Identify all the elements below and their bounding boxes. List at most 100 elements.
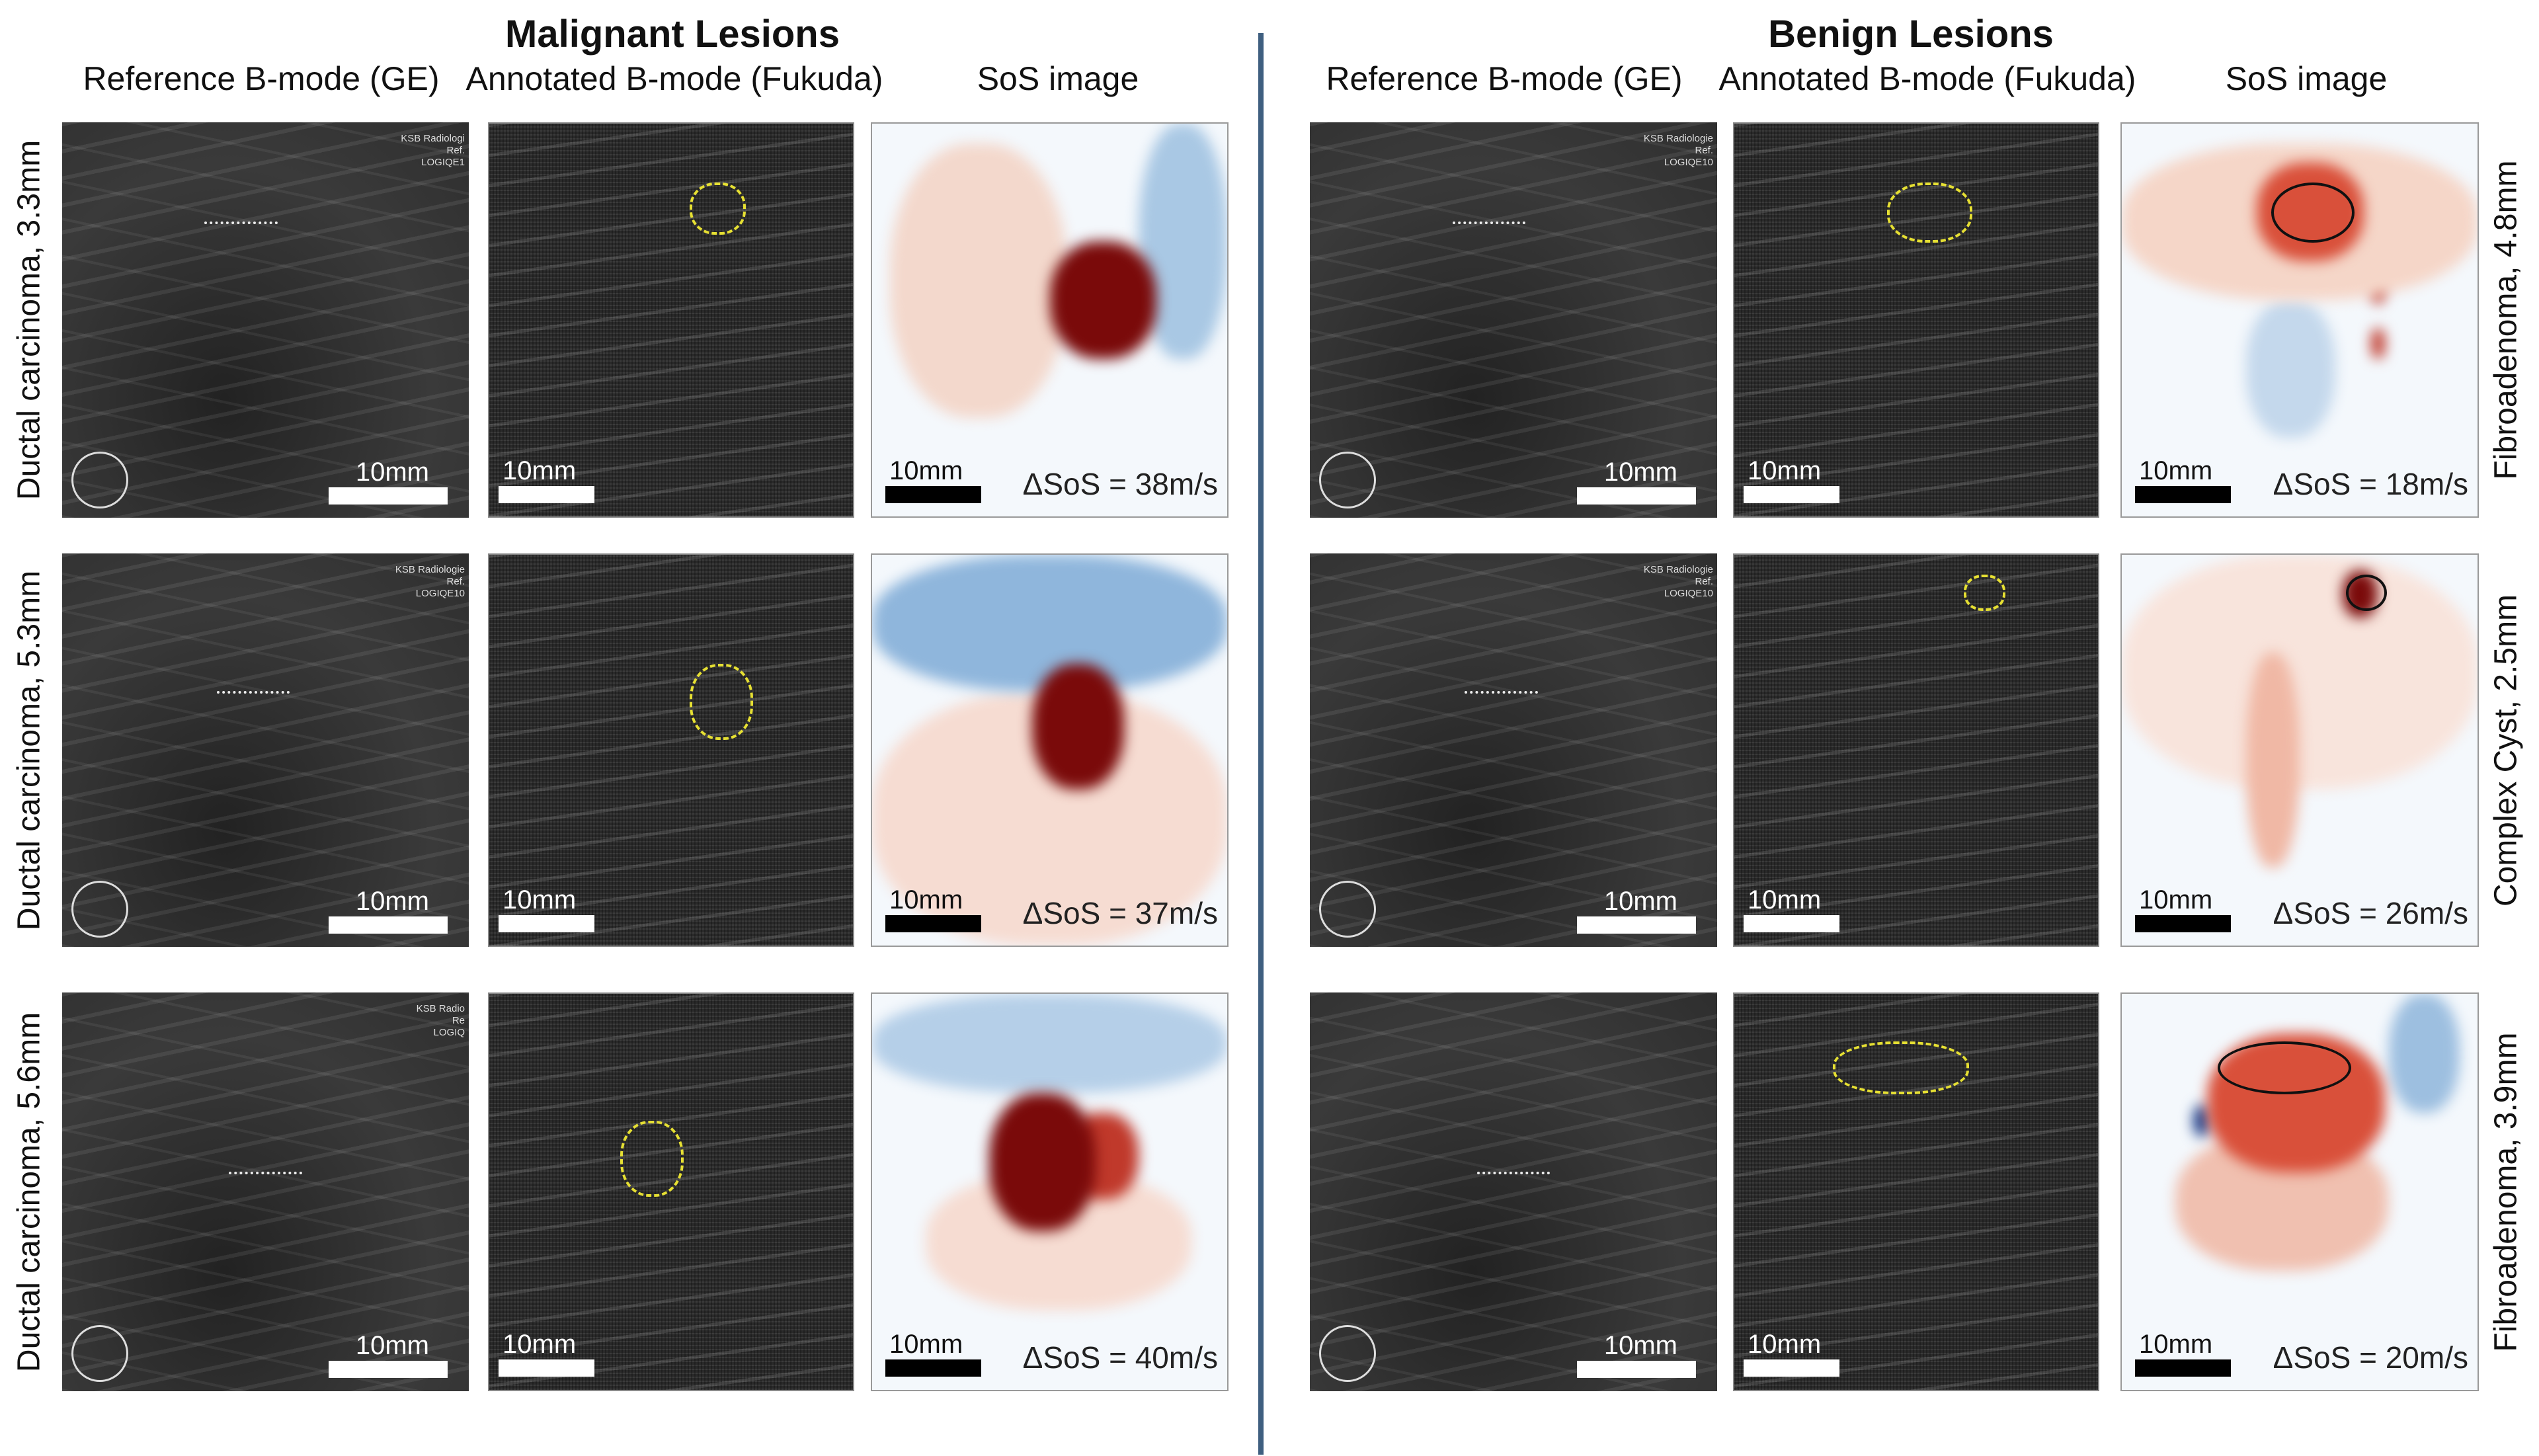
col-header: SoS image	[977, 60, 1139, 97]
sos-image: 10mm ΔSoS = 26m/s	[2120, 553, 2479, 947]
probe-orientation-icon	[1319, 452, 1376, 508]
device-info-line: LOGIQ	[433, 1027, 465, 1038]
reference-bmode-image: KSB Radiologie Ref. LOGIQE10 10mm	[62, 553, 469, 947]
device-info: KSB Radiologie Ref. LOGIQE10	[395, 564, 465, 600]
scale-label: 10mm	[355, 1331, 429, 1360]
scale-bar	[499, 486, 594, 503]
scale-label: 10mm	[889, 885, 963, 914]
scale-label: 10mm	[355, 458, 429, 487]
sos-image: 10mm ΔSoS = 18m/s	[2120, 122, 2479, 518]
sos-region	[889, 143, 1068, 419]
delta-sos-value: ΔSoS = 20m/s	[2273, 1340, 2468, 1375]
device-info-line: Ref.	[446, 145, 465, 156]
device-info-line: LOGIQE1	[421, 157, 465, 168]
device-info: KSB Radiologi Ref. LOGIQE1	[401, 133, 465, 169]
scale-label: 10mm	[503, 456, 577, 485]
lesion-outline	[1000, 1121, 1062, 1197]
lesion-outline	[1067, 664, 1129, 739]
device-info-line: Ref.	[1695, 145, 1713, 156]
annotated-bmode-image: 10mm	[488, 992, 854, 1391]
scale-label: 10mm	[1748, 885, 1822, 914]
scale-label: 10mm	[889, 456, 963, 485]
probe-orientation-icon	[71, 1325, 128, 1382]
device-info-line: LOGIQE10	[415, 588, 465, 599]
scale-label: 10mm	[2139, 1330, 2213, 1359]
col-header: Annotated B-mode (Fukuda)	[465, 60, 883, 97]
device-info-line: Ref.	[1695, 576, 1713, 587]
scale-label: 10mm	[355, 887, 429, 916]
scale-bar	[2135, 486, 2231, 503]
lesion-outline	[2345, 574, 2387, 611]
scale-bar	[329, 487, 448, 505]
lesion-annotation	[689, 664, 753, 740]
scale-bar	[885, 486, 981, 503]
row-label: Fibroadenoma, 4.8mm	[2488, 160, 2524, 480]
scale-bar	[2135, 915, 2231, 932]
lesion-outline	[1067, 182, 1122, 235]
scale-bar	[499, 1359, 594, 1377]
sos-region	[2388, 994, 2460, 1113]
scale-label: 10mm	[2139, 456, 2213, 485]
device-info-line: KSB Radiologi	[401, 133, 465, 144]
annotated-bmode-image: 10mm	[1733, 992, 2099, 1391]
scale-label: 10mm	[1603, 887, 1677, 916]
scale-bar	[499, 915, 594, 932]
scale-bar	[885, 1359, 981, 1377]
lesion-annotation	[689, 182, 746, 235]
scale-bar	[2135, 1359, 2231, 1377]
device-info: KSB Radio Re LOGIQ	[417, 1003, 465, 1039]
col-header: Reference B-mode (GE)	[1326, 60, 1683, 97]
device-info-line: KSB Radiologie	[395, 564, 465, 575]
delta-sos-value: ΔSoS = 18m/s	[2273, 467, 2468, 501]
sos-image: 10mm ΔSoS = 40m/s	[871, 992, 1229, 1391]
lesion-annotation	[1963, 574, 2005, 611]
scale-label: 10mm	[1748, 456, 1822, 485]
sos-image: 10mm ΔSoS = 38m/s	[871, 122, 1229, 518]
delta-sos-value: ΔSoS = 38m/s	[1022, 467, 1218, 501]
caliper-measurement	[1452, 221, 1526, 224]
scale-label: 10mm	[1603, 1331, 1677, 1360]
device-info-line: Ref.	[446, 576, 465, 587]
sos-region	[1049, 241, 1156, 360]
row-label: Fibroadenoma, 3.9mm	[2488, 1032, 2524, 1352]
scale-label: 10mm	[889, 1330, 963, 1359]
reference-bmode-image: KSB Radiologie Ref. LOGIQE10 10mm	[1310, 122, 1717, 518]
caliper-measurement	[216, 691, 290, 694]
reference-bmode-image: KSB Radiologie Ref. LOGIQE10 10mm	[1310, 553, 1717, 947]
scale-bar	[1577, 487, 1696, 505]
probe-orientation-icon	[71, 452, 128, 508]
annotated-bmode-image: 10mm	[1733, 553, 2099, 947]
caliper-measurement	[1476, 1172, 1551, 1175]
scale-bar	[329, 916, 448, 934]
device-info-line: Re	[452, 1015, 465, 1026]
row-label: Ductal carcinoma, 3.3mm	[11, 140, 47, 501]
annotated-bmode-image: 10mm	[1733, 122, 2099, 518]
device-info: KSB Radiologie Ref. LOGIQE10	[1644, 133, 1713, 169]
lesion-outline	[2271, 182, 2355, 243]
sos-region	[2370, 327, 2386, 360]
lesion-annotation	[1832, 1041, 1969, 1094]
device-info-line: LOGIQE10	[1664, 157, 1713, 168]
annotated-bmode-image: 10mm	[488, 122, 854, 518]
device-info-line: KSB Radio	[416, 1003, 465, 1014]
sos-region	[2246, 652, 2300, 868]
sos-image: 10mm ΔSoS = 20m/s	[2120, 992, 2479, 1391]
sos-region	[872, 994, 1227, 1093]
scale-bar	[1744, 1359, 1839, 1377]
scale-bar	[1577, 1361, 1696, 1378]
malignant-title: Malignant Lesions	[505, 13, 840, 56]
sos-region	[872, 555, 1227, 692]
reference-bmode-image: KSB Radio Re LOGIQ 10mm	[62, 992, 469, 1391]
device-info-line: LOGIQE10	[1664, 588, 1713, 599]
lesion-outline	[2218, 1041, 2351, 1094]
annotated-bmode-image: 10mm	[488, 553, 854, 947]
reference-bmode-image: 10mm	[1310, 992, 1717, 1391]
lesion-annotation	[1887, 182, 1972, 243]
col-header: SoS image	[2225, 60, 2388, 97]
group-divider	[1258, 33, 1264, 1455]
sos-image: 10mm ΔSoS = 37m/s	[871, 553, 1229, 947]
sos-region	[2122, 555, 2478, 789]
probe-orientation-icon	[71, 881, 128, 938]
lesion-annotation	[620, 1120, 684, 1197]
scale-bar	[1577, 916, 1696, 934]
